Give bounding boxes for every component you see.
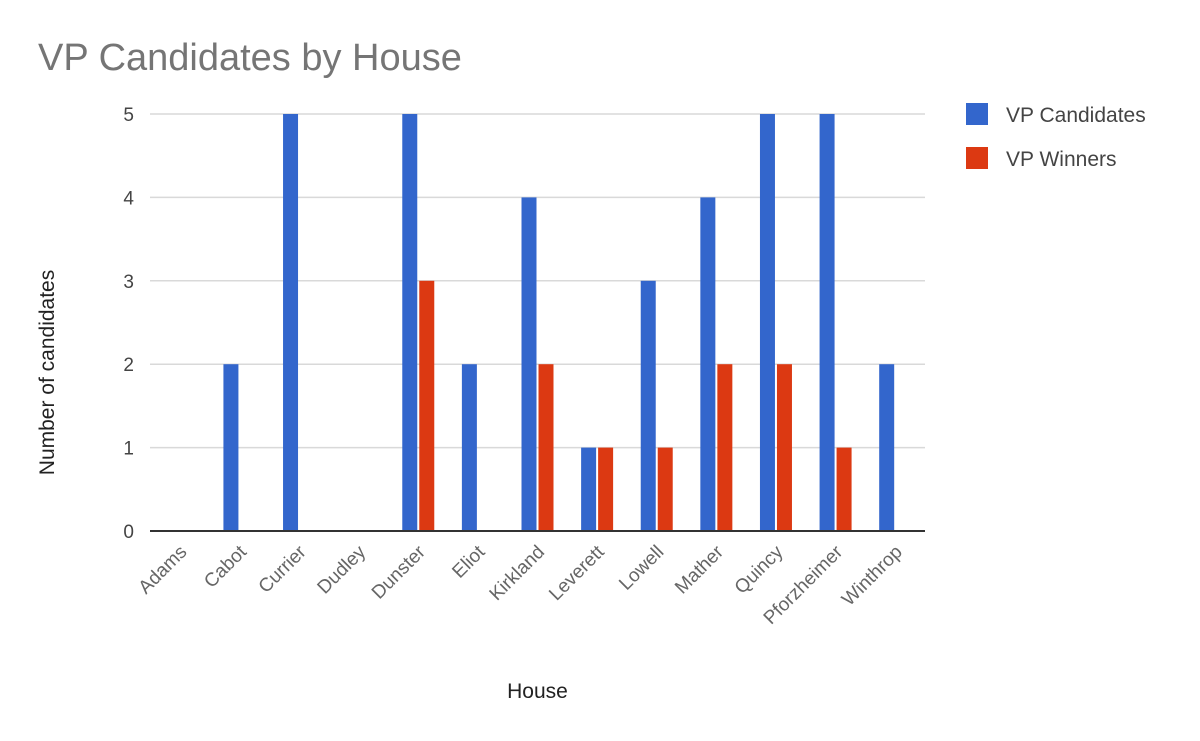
bar-winners <box>717 364 733 531</box>
x-tick-label: Winthrop <box>838 542 907 611</box>
bar-candidates <box>223 364 239 531</box>
x-axis-title: House <box>507 680 568 703</box>
legend: VP Candidates VP Winners <box>966 103 1146 171</box>
bar-candidates <box>819 114 835 531</box>
y-tick-label: 3 <box>123 272 134 293</box>
legend-label: VP Winners <box>1006 148 1117 171</box>
bar-winners <box>538 364 554 531</box>
x-tick-label: Quincy <box>731 541 788 598</box>
x-tick-label: Leverett <box>545 541 609 605</box>
x-tick-label: Kirkland <box>486 542 549 605</box>
y-axis-ticks: 0 1 2 3 4 5 <box>123 105 134 543</box>
bar-candidates <box>759 114 775 531</box>
bar-candidates <box>640 280 656 531</box>
x-tick-label: Dudley <box>314 541 371 598</box>
y-tick-label: 5 <box>123 105 134 126</box>
y-tick-label: 2 <box>123 355 134 376</box>
bar-winners <box>419 280 435 531</box>
chart-title: VP Candidates by House <box>38 37 462 79</box>
y-axis-title: Number of candidates <box>36 270 59 475</box>
bar-winners <box>836 447 852 531</box>
y-tick-label: 0 <box>123 522 134 543</box>
legend-label: VP Candidates <box>1006 104 1146 127</box>
bar-candidates <box>402 114 418 531</box>
x-tick-label: Adams <box>135 542 192 599</box>
bar-candidates <box>879 364 895 531</box>
bar-candidates <box>521 197 537 531</box>
legend-swatch <box>966 103 988 125</box>
x-tick-label: Mather <box>671 541 728 598</box>
x-tick-label: Currier <box>255 541 311 597</box>
bar-candidates <box>461 364 477 531</box>
bar-winners <box>657 447 673 531</box>
x-tick-label: Cabot <box>200 541 251 592</box>
legend-swatch <box>966 147 988 169</box>
bar-candidates <box>581 447 597 531</box>
y-tick-label: 1 <box>123 439 134 460</box>
x-tick-label: Eliot <box>448 541 489 582</box>
bar-candidates <box>283 114 299 531</box>
bar-winners <box>776 364 792 531</box>
gridlines <box>150 113 925 449</box>
y-tick-label: 4 <box>123 188 134 209</box>
bar-winners <box>598 447 614 531</box>
bars <box>223 114 895 531</box>
bar-candidates <box>700 197 716 531</box>
x-tick-label: Lowell <box>615 542 668 595</box>
x-tick-label: Dunster <box>368 541 430 603</box>
